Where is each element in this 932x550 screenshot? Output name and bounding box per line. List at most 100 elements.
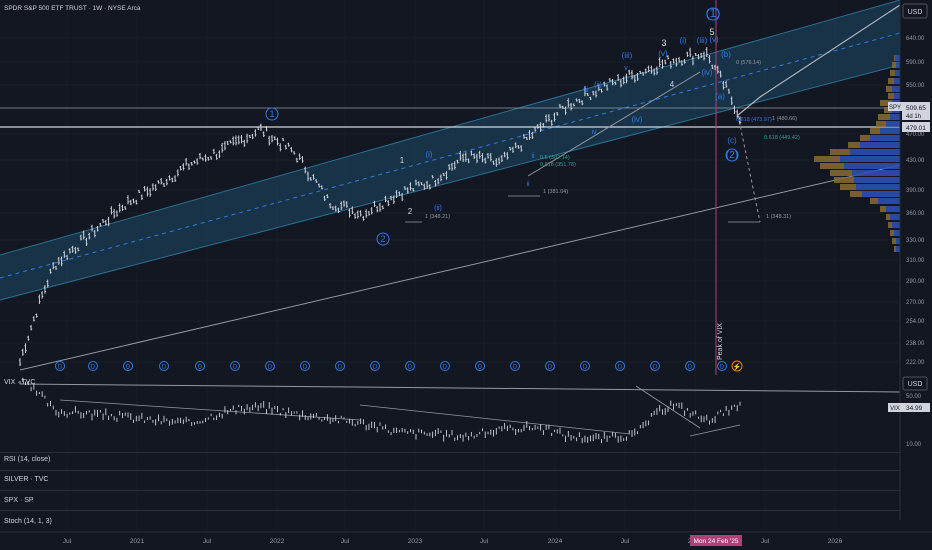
fib-label: 1 (348.31) bbox=[766, 214, 791, 220]
wave-label: ii bbox=[526, 181, 530, 188]
dividend-marker[interactable] bbox=[195, 361, 205, 371]
pane-spx[interactable]: SPX · SP bbox=[4, 497, 34, 504]
vp-bar bbox=[896, 246, 900, 252]
svg-text:D: D bbox=[408, 365, 413, 371]
pane-rsi[interactable]: RSI (14, close) bbox=[4, 456, 51, 463]
price-tick: 270.00 bbox=[906, 300, 925, 306]
fib-label: 1 (381.04) bbox=[543, 189, 568, 195]
vix-trend-b bbox=[359, 404, 631, 435]
dividend-marker[interactable] bbox=[545, 361, 555, 371]
vp-bar bbox=[830, 170, 852, 176]
svg-text:D: D bbox=[233, 365, 238, 371]
dividend-marker[interactable] bbox=[159, 361, 169, 371]
svg-text:D: D bbox=[443, 365, 448, 371]
vix-trend-upper bbox=[19, 383, 900, 393]
svg-text:D: D bbox=[162, 365, 167, 371]
vp-bar bbox=[896, 62, 900, 68]
vp-bar bbox=[840, 184, 856, 190]
price-tick: 222.00 bbox=[906, 360, 925, 366]
dividend-marker[interactable] bbox=[265, 361, 275, 371]
projection-path bbox=[737, 4, 900, 116]
vix-series bbox=[19, 377, 741, 444]
dividend-marker[interactable] bbox=[685, 361, 695, 371]
vp-bar bbox=[860, 135, 870, 141]
vp-bar bbox=[890, 214, 900, 220]
vix-tick-10: 10.00 bbox=[906, 442, 922, 448]
dividend-marker[interactable] bbox=[88, 361, 98, 371]
price-axis: 640.00590.00550.00510.00470.00430.00390.… bbox=[906, 36, 925, 366]
vix-tag-symbol: VIX bbox=[890, 406, 900, 412]
time-tick: 2023 bbox=[408, 538, 423, 545]
lightning-icon[interactable]: ⚡ bbox=[733, 362, 742, 371]
dividend-marker[interactable] bbox=[717, 361, 727, 371]
crosshair-date: Mon 24 Feb '25 bbox=[694, 538, 739, 545]
wave-label: (iv) bbox=[701, 68, 712, 77]
svg-text:D: D bbox=[720, 365, 725, 371]
dividend-marker[interactable] bbox=[123, 361, 133, 371]
time-tick: Jul bbox=[63, 538, 72, 545]
wave-label: iv bbox=[591, 129, 597, 136]
dividend-marker[interactable] bbox=[510, 361, 520, 371]
wave-label: (ii) bbox=[594, 82, 602, 89]
wave-label: (iii) bbox=[622, 51, 633, 60]
vp-bar bbox=[844, 163, 900, 169]
vp-bar bbox=[834, 177, 854, 183]
vp-bar bbox=[850, 149, 900, 155]
pane-stoch[interactable]: Stoch (14, 1, 3) bbox=[4, 518, 52, 525]
fib-label: 1 (348.21) bbox=[425, 214, 450, 220]
vp-bar bbox=[870, 198, 878, 204]
vp-bar bbox=[892, 86, 900, 92]
dividend-marker[interactable] bbox=[335, 361, 345, 371]
symbol-title[interactable]: SPDR S&P 500 ETF TRUST · 1W · NYSE Arca bbox=[4, 5, 141, 12]
vix-pane-label[interactable]: VIX · TVC bbox=[4, 379, 36, 386]
dividend-marker[interactable] bbox=[300, 361, 310, 371]
last-price-countdown: 4d 1h bbox=[906, 114, 921, 120]
dividend-marker[interactable] bbox=[475, 361, 485, 371]
wave-label: (c) bbox=[727, 136, 737, 145]
time-tick: 2026 bbox=[828, 538, 843, 545]
dividend-marker[interactable] bbox=[650, 361, 660, 371]
pane-silver[interactable]: SILVER · TVC bbox=[4, 476, 49, 483]
vp-bar bbox=[890, 70, 895, 76]
vp-bar bbox=[894, 93, 900, 99]
channel-lower bbox=[0, 64, 900, 301]
vix-tick-50: 50.00 bbox=[906, 394, 922, 400]
vp-bar bbox=[895, 55, 900, 61]
wave-label: 2 bbox=[380, 234, 385, 244]
vp-bar bbox=[895, 70, 900, 76]
dividend-marker[interactable] bbox=[405, 361, 415, 371]
wave-label: 4 bbox=[670, 80, 675, 89]
vp-bar bbox=[856, 184, 900, 190]
price-tick: 590.00 bbox=[906, 60, 925, 66]
vix-tag-value: 34.99 bbox=[906, 405, 923, 412]
price-tick: 430.00 bbox=[906, 158, 925, 164]
wave-label: (iv) bbox=[631, 115, 642, 124]
price-tick: 310.00 bbox=[906, 258, 925, 264]
price-tick: 330.00 bbox=[906, 238, 925, 244]
vp-bar bbox=[892, 222, 900, 228]
vix-trend-a bbox=[59, 399, 361, 421]
svg-text:D: D bbox=[91, 365, 96, 371]
fib-label: 0.618 (351.78) bbox=[540, 162, 576, 168]
last-price-symbol: SPY bbox=[889, 105, 901, 111]
vix-currency-label[interactable]: USD bbox=[908, 381, 923, 388]
fib-label: 1 (480.66) bbox=[772, 116, 797, 122]
svg-text:D: D bbox=[303, 365, 308, 371]
dividend-marker[interactable] bbox=[440, 361, 450, 371]
dividend-marker[interactable] bbox=[55, 361, 65, 371]
currency-label[interactable]: USD bbox=[908, 9, 923, 16]
dividend-marker[interactable] bbox=[580, 361, 590, 371]
price-tick: 360.00 bbox=[906, 211, 925, 217]
wave-trend-1 bbox=[527, 71, 701, 177]
dividend-marker[interactable] bbox=[615, 361, 625, 371]
vp-bar bbox=[878, 114, 890, 120]
wave-label: 2 bbox=[408, 207, 413, 216]
price-tick: 390.00 bbox=[906, 188, 925, 194]
wave-label: (ii) bbox=[434, 205, 442, 212]
dividend-marker[interactable] bbox=[370, 361, 380, 371]
price-series bbox=[18, 47, 742, 367]
wave-label: (i) bbox=[679, 36, 686, 45]
fib-label: 0.618 (473.97) bbox=[736, 117, 772, 123]
dividend-marker[interactable] bbox=[230, 361, 240, 371]
